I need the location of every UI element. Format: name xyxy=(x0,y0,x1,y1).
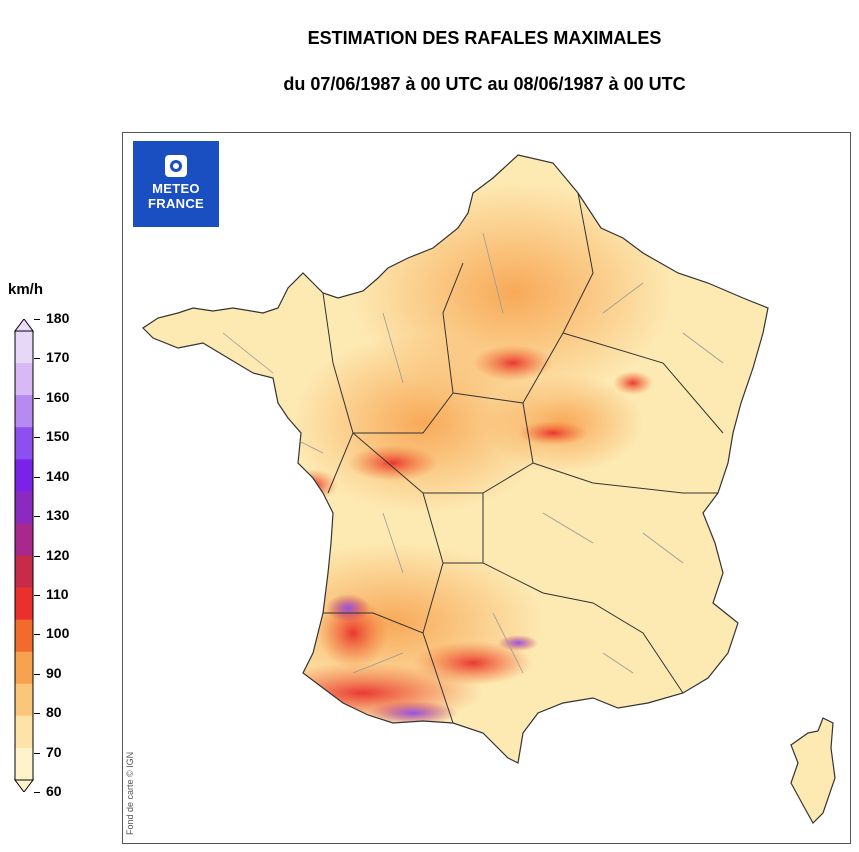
legend-tick-mark xyxy=(34,555,40,557)
legend-tick-mark xyxy=(34,792,40,793)
legend-swatch xyxy=(15,331,33,364)
legend-swatch xyxy=(15,587,33,621)
legend-swatch xyxy=(15,555,33,589)
corsica xyxy=(790,717,836,824)
map-subtitle: du 07/06/1987 à 00 UTC au 08/06/1987 à 0… xyxy=(283,74,686,94)
legend-swatch xyxy=(15,363,33,396)
legend-swatch xyxy=(15,491,33,524)
map-frame[interactable]: METEO FRANCE Fond de carte © IGN xyxy=(122,132,851,844)
meteo-france-logo: METEO FRANCE xyxy=(133,141,219,227)
legend-tick-mark xyxy=(34,476,40,478)
legend-tick-label: 80 xyxy=(46,704,62,721)
legend-tick-mark xyxy=(34,319,40,320)
legend-tick-label: 70 xyxy=(46,743,62,760)
legend-colorbar xyxy=(14,319,34,792)
legend-swatch xyxy=(15,651,33,685)
legend-tick-label: 100 xyxy=(46,625,70,642)
legend-swatch xyxy=(15,747,33,781)
credit-wrapper: Fond de carte © IGN xyxy=(125,752,137,843)
legend-tick-label: 130 xyxy=(46,507,70,524)
legend-tick-mark xyxy=(34,713,40,715)
meteo-france-emblem-icon xyxy=(165,155,187,177)
logo-line-2: FRANCE xyxy=(148,196,204,211)
legend-tick-mark xyxy=(34,673,40,675)
france-map[interactable] xyxy=(123,133,850,843)
legend-tick-mark xyxy=(34,594,40,596)
legend-tick-label: 60 xyxy=(46,783,62,799)
legend-tick-mark xyxy=(34,516,40,518)
map-title: ESTIMATION DES RAFALES MAXIMALES xyxy=(307,28,662,48)
legend-tick-label: 90 xyxy=(46,664,62,681)
logo-line-1: METEO xyxy=(152,181,200,196)
legend-tick-label: 150 xyxy=(46,428,70,445)
legend-tick-label: 170 xyxy=(46,349,70,366)
legend-tick-label: 120 xyxy=(46,546,70,563)
legend-tick-mark xyxy=(34,752,40,754)
legend-tick-label: 180 xyxy=(46,310,70,326)
legend-tick-label: 110 xyxy=(46,585,69,602)
legend-swatch xyxy=(15,619,33,653)
legend-swatch xyxy=(15,427,33,460)
legend-tick-mark xyxy=(34,358,40,360)
legend-swatch xyxy=(15,459,33,492)
legend-swatch xyxy=(15,523,33,556)
legend-swatch xyxy=(15,395,33,428)
map-credit: Fond de carte © IGN xyxy=(125,751,135,835)
legend-tick-label: 140 xyxy=(46,467,70,484)
legend-tick-mark xyxy=(34,397,40,399)
legend-swatch xyxy=(15,683,33,717)
legend-swatch xyxy=(15,715,33,749)
legend-unit: km/h xyxy=(8,281,44,298)
land xyxy=(142,154,769,764)
legend-tick-mark xyxy=(34,437,40,439)
legend-tick-label: 160 xyxy=(46,388,70,405)
legend-tick-mark xyxy=(34,634,40,636)
